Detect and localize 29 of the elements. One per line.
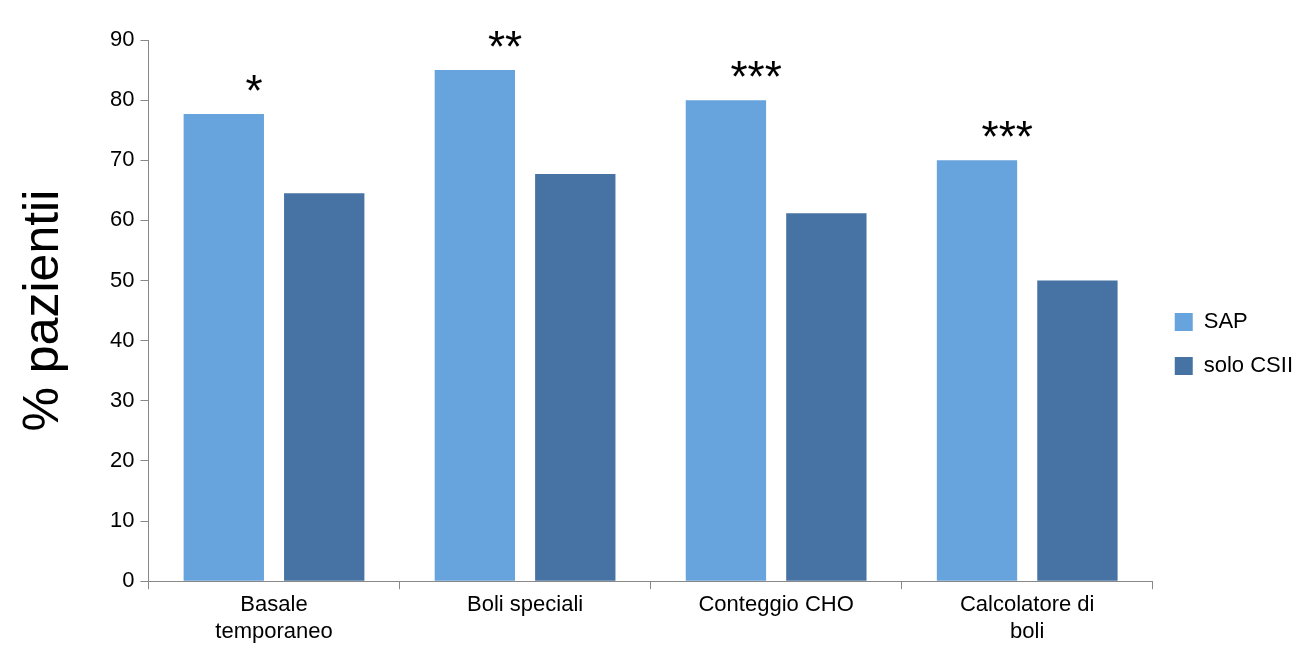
x-tick-label: Calcolatore di boli [959, 591, 1095, 643]
y-tick-label: 20 [109, 447, 135, 472]
bar [183, 113, 264, 581]
bar [786, 213, 867, 581]
y-tick-label: 70 [109, 146, 135, 172]
legend-label: solo CSII [1203, 352, 1294, 378]
bar [284, 193, 365, 581]
y-tick-label: 60 [109, 206, 135, 232]
y-tick-label: 50 [109, 266, 135, 292]
legend-label: SAP [1203, 308, 1248, 334]
y-tick-label: 40 [109, 326, 135, 352]
x-tick-label: Conteggio CHO [698, 591, 854, 617]
bar [535, 174, 616, 581]
y-tick-label: 10 [109, 507, 135, 533]
x-tick-label: Basale temporaneo [215, 591, 333, 643]
bar [685, 100, 767, 581]
x-tick-label: Boli speciali [466, 591, 584, 617]
y-axis-title: % pazientii [12, 189, 69, 432]
annotation: *** [730, 52, 782, 102]
annotation: ** [487, 22, 523, 72]
bar [434, 70, 516, 581]
annotation: *** [981, 112, 1033, 162]
bar [936, 160, 1018, 581]
y-tick-label: 0 [122, 567, 135, 593]
bar [1037, 280, 1118, 581]
y-tick-label: 30 [109, 386, 135, 412]
y-tick-label: 80 [109, 86, 135, 112]
y-tick-label: 90 [109, 26, 135, 52]
annotation: * [245, 66, 263, 116]
